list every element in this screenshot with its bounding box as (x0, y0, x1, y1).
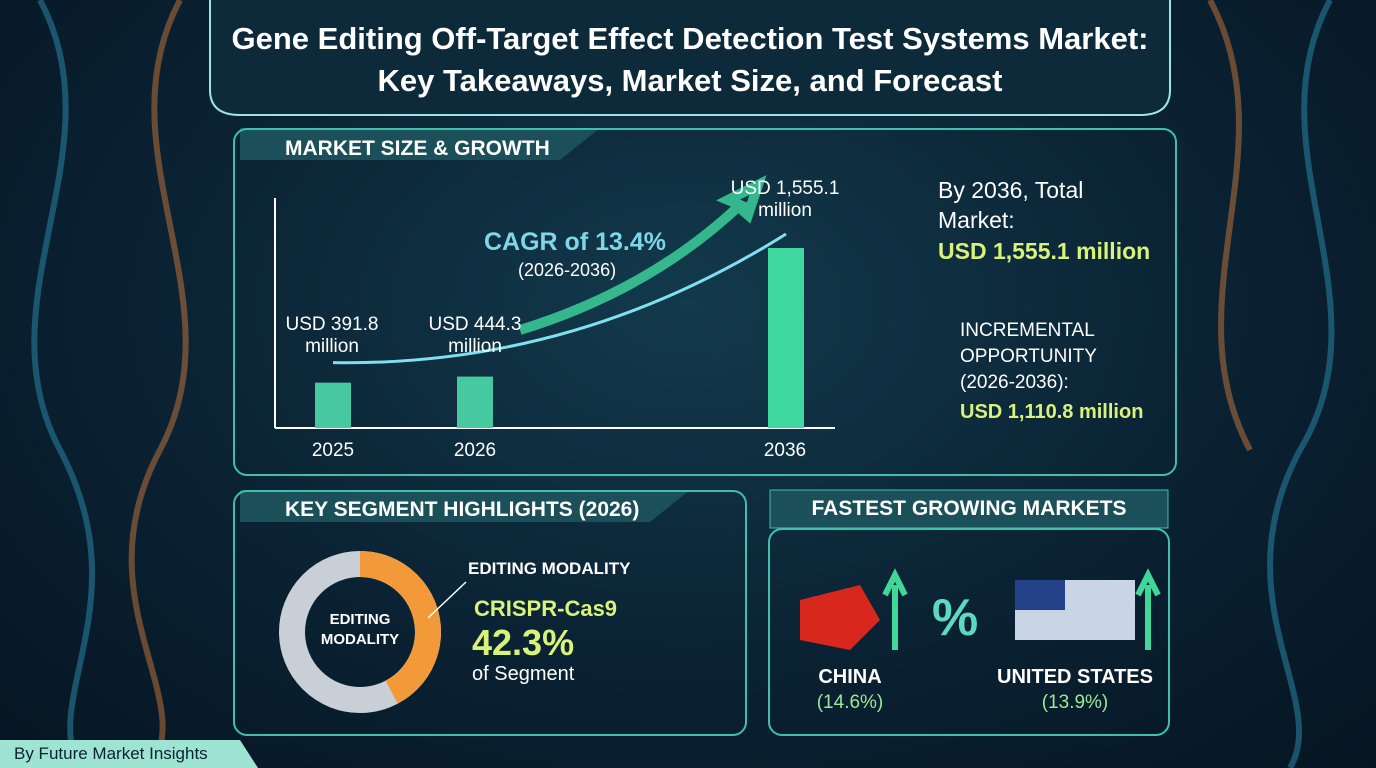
market-panel (233, 128, 1177, 476)
dna-strand (31, 0, 96, 768)
cagr-period: (2026-2036) (518, 260, 617, 280)
bar (457, 376, 493, 428)
donut-label: EDITING MODALITY (320, 611, 400, 648)
leader-line (427, 581, 467, 619)
x-tick-label: 2036 (763, 440, 807, 461)
value-label: USD 391.8 million (285, 314, 379, 357)
x-tick-label: 2026 (453, 440, 497, 461)
dna-strand (1267, 0, 1335, 768)
value-label: USD 1,555.1 million (730, 178, 840, 221)
value-label: USD 444.3 million (428, 314, 522, 357)
fastest-panel (768, 528, 1170, 736)
footer-band (0, 740, 258, 768)
total-label: By 2036, Total Market: (938, 177, 1084, 233)
category: EDITING MODALITY (468, 559, 631, 578)
title: Gene Editing Off-Target Effect Detection… (231, 21, 1149, 98)
growth-arrow (1135, 568, 1161, 650)
section-heading: KEY SEGMENT HIGHLIGHTS (2026) (285, 498, 640, 521)
market-growth: (14.6%) (816, 692, 884, 713)
market-name: CHINA (818, 666, 882, 688)
market-growth: (13.9%) (1041, 692, 1109, 713)
symbol: % (932, 589, 979, 647)
dna-strand (1207, 0, 1253, 452)
share-label: 42.3% (472, 622, 575, 663)
bar (315, 382, 351, 428)
bar (768, 248, 804, 428)
cagr-arrow (518, 175, 767, 335)
china-map (800, 585, 880, 650)
incremental-label: INCREMENTAL OPPORTUNITY (2026-2036): (960, 320, 1097, 393)
x-tick-label: 2025 (311, 440, 355, 461)
donut-arc (359, 551, 441, 704)
section-heading: FASTEST GROWING MARKETS (811, 497, 1127, 520)
footer: By Future Market Insights (14, 744, 208, 763)
segment: CRISPR-Cas9 (474, 596, 618, 621)
usa-map (1015, 580, 1065, 610)
heading-band (240, 490, 690, 522)
total-value: USD 1,555.1 million (938, 238, 1151, 264)
market-name: UNITED STATES (997, 666, 1153, 688)
share-note: of Segment (472, 663, 575, 685)
segment-panel (233, 490, 747, 736)
title-box (209, 0, 1171, 116)
section-heading: MARKET SIZE & GROWTH (285, 137, 550, 160)
trend-line (332, 232, 787, 365)
incremental-value: USD 1,110.8 million (960, 401, 1144, 423)
dna-strand (128, 0, 189, 768)
heading-band (240, 128, 600, 160)
heading-band (769, 489, 1169, 529)
cagr: CAGR of 13.4% (484, 228, 666, 256)
growth-arrow (882, 568, 908, 650)
